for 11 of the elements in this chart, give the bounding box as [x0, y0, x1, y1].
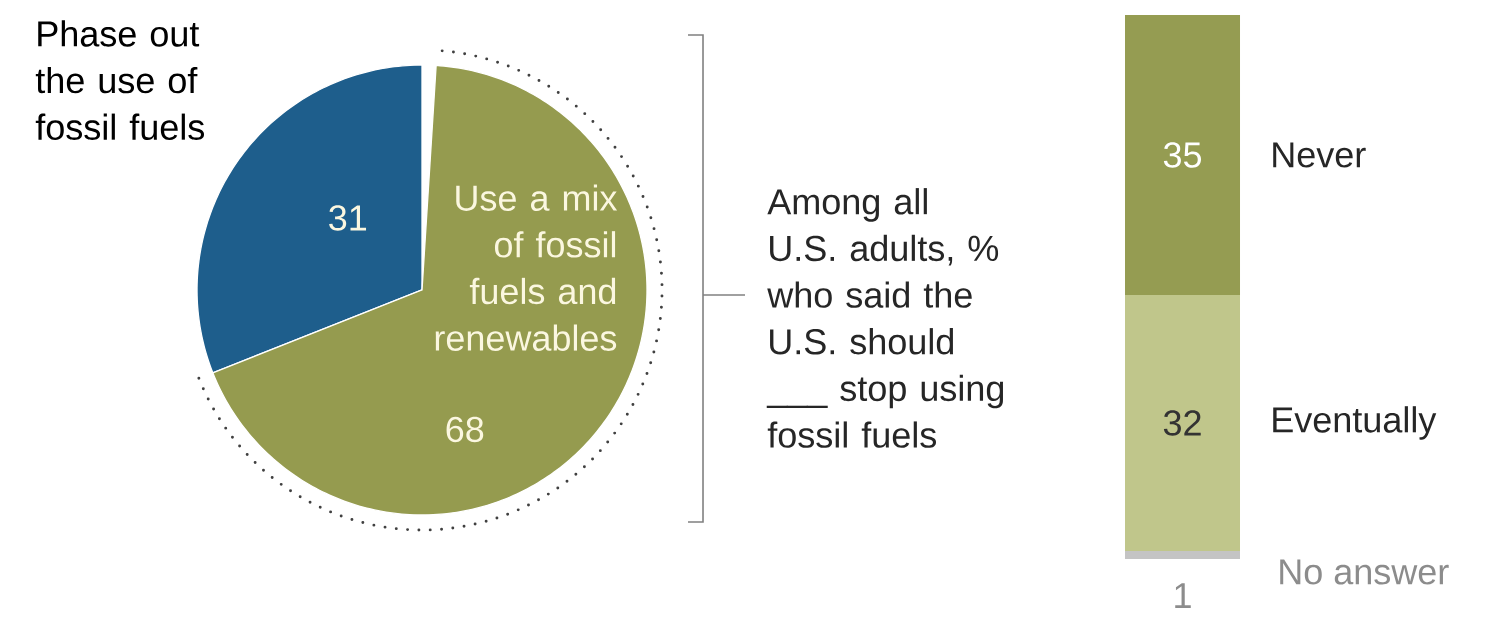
slice-label: Use a mix of fossil fuels and renewables: [435, 184, 618, 351]
data-label: 35: [1163, 142, 1202, 168]
series-label: No answer: [1280, 559, 1449, 585]
data-label: 31: [329, 205, 367, 231]
series-label: Eventually: [1273, 406, 1437, 440]
data-label: 68: [446, 416, 484, 443]
data-label: 1: [1175, 583, 1191, 609]
data-label: 32: [1163, 410, 1201, 436]
series-label: Never: [1273, 142, 1366, 168]
slice-label: Phase out the use of fossil fuels: [35, 20, 205, 141]
text: Among all U.S. adults, % who said the U.S. should ___ stop using fossil fuels: [766, 188, 1004, 448]
